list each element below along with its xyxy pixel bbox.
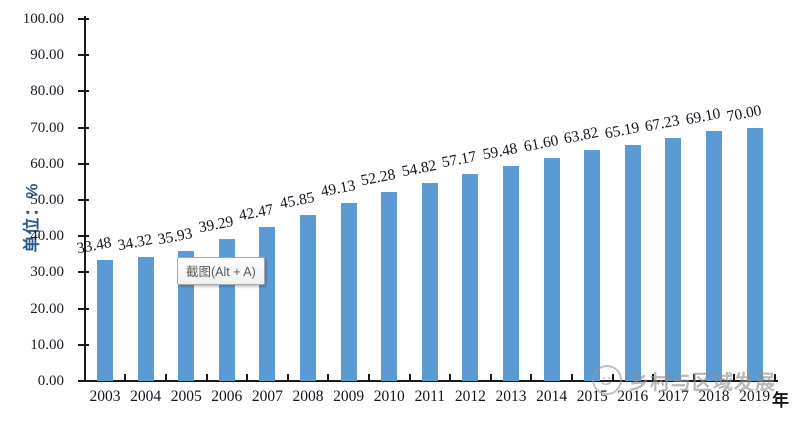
bar-2019 bbox=[746, 127, 763, 381]
bar-2014 bbox=[543, 158, 560, 381]
x-tick-label: 2019 bbox=[739, 388, 771, 405]
y-tick-mark bbox=[78, 18, 89, 20]
x-tick-label: 2018 bbox=[698, 388, 730, 405]
x-tick-mark bbox=[449, 374, 452, 381]
x-tick-label: 2007 bbox=[251, 388, 283, 405]
x-tick-label: 2009 bbox=[333, 388, 365, 405]
x-tick-mark bbox=[733, 374, 736, 381]
x-tick-label: 2016 bbox=[617, 388, 649, 405]
x-tick-mark bbox=[692, 374, 695, 381]
x-tick-label: 2008 bbox=[292, 388, 324, 405]
x-tick-mark bbox=[246, 374, 249, 381]
x-tick-label: 2017 bbox=[657, 388, 689, 405]
bar-2009 bbox=[340, 203, 357, 381]
y-tick-mark bbox=[78, 90, 89, 93]
x-tick-mark bbox=[83, 374, 86, 381]
x-tick-mark bbox=[611, 374, 614, 381]
x-axis-line bbox=[84, 380, 778, 382]
bar-2003 bbox=[97, 259, 113, 381]
y-tick-label: 100.00 bbox=[22, 11, 64, 27]
bar-2011 bbox=[421, 182, 438, 381]
bar-value-label: 59.48 bbox=[481, 139, 519, 164]
x-tick-label: 2015 bbox=[576, 388, 608, 405]
x-tick-mark bbox=[164, 374, 167, 381]
x-tick-mark bbox=[327, 374, 330, 381]
y-tick-mark bbox=[78, 162, 89, 165]
x-tick-label: 2005 bbox=[170, 388, 202, 405]
bar-value-label: 33.48 bbox=[75, 233, 113, 258]
x-tick-mark bbox=[124, 374, 127, 381]
y-tick-label: 20.00 bbox=[30, 300, 64, 317]
y-tick-label: 30.00 bbox=[30, 264, 64, 281]
x-tick-label: 2003 bbox=[89, 388, 121, 405]
x-tick-label: 2014 bbox=[536, 388, 568, 405]
x-tick-label: 2012 bbox=[454, 388, 486, 405]
y-tick-mark bbox=[78, 199, 89, 201]
y-tick-mark bbox=[78, 307, 89, 310]
bar-2016 bbox=[624, 145, 641, 381]
bar-value-label: 67.23 bbox=[643, 111, 682, 135]
bar-value-label: 45.85 bbox=[278, 189, 316, 213]
bar-value-label: 34.32 bbox=[116, 230, 154, 255]
y-tick-label: 50.00 bbox=[30, 192, 64, 208]
x-tick-mark bbox=[205, 374, 208, 381]
bar-2004 bbox=[137, 256, 154, 381]
x-tick-mark bbox=[408, 374, 411, 381]
bar-2018 bbox=[706, 130, 722, 381]
y-tick-label: 70.00 bbox=[30, 119, 64, 136]
bar-value-label: 52.28 bbox=[359, 165, 398, 190]
bar-value-label: 70.00 bbox=[725, 101, 763, 125]
bar-2013 bbox=[503, 165, 519, 381]
x-tick-mark bbox=[530, 374, 533, 381]
bar-2015 bbox=[584, 149, 601, 381]
x-tick-label: 2011 bbox=[414, 388, 446, 405]
x-tick-mark bbox=[652, 374, 655, 381]
y-tick-label: 60.00 bbox=[30, 155, 64, 172]
bar-value-label: 65.19 bbox=[603, 119, 641, 143]
y-tick-label: 90.00 bbox=[30, 47, 64, 64]
y-axis-title: 单位：% bbox=[22, 182, 42, 253]
x-tick-mark bbox=[773, 374, 776, 381]
bar-value-label: 42.47 bbox=[237, 201, 276, 225]
bar-value-label: 61.60 bbox=[522, 132, 560, 156]
y-tick-mark bbox=[78, 271, 89, 274]
bar-value-label: 69.10 bbox=[684, 104, 722, 129]
screenshot-hint-tooltip: 截图(Alt + A) bbox=[177, 257, 265, 285]
bar-value-label: 54.82 bbox=[400, 156, 438, 180]
bar-value-label: 63.82 bbox=[562, 123, 601, 148]
x-tick-mark bbox=[286, 374, 289, 381]
y-tick-mark bbox=[78, 126, 89, 129]
y-tick-label: 0.00 bbox=[37, 373, 64, 389]
bar-2017 bbox=[665, 137, 682, 381]
y-tick-mark bbox=[78, 54, 89, 57]
x-tick-mark bbox=[489, 374, 492, 381]
bar-value-label: 39.29 bbox=[197, 212, 235, 237]
bar-value-label: 35.93 bbox=[156, 224, 195, 249]
y-tick-label: 40.00 bbox=[30, 228, 64, 245]
x-tick-mark bbox=[367, 374, 370, 381]
y-tick-mark bbox=[78, 235, 89, 238]
y-tick-label: 10.00 bbox=[30, 336, 64, 353]
x-tick-label: 2004 bbox=[130, 388, 162, 405]
y-tick-label: 80.00 bbox=[30, 83, 64, 100]
x-tick-label: 2013 bbox=[495, 388, 527, 405]
x-tick-mark bbox=[570, 374, 573, 381]
x-tick-label: 2010 bbox=[373, 388, 405, 405]
bar-2007 bbox=[259, 227, 276, 381]
bar-value-label: 49.13 bbox=[319, 177, 357, 201]
y-tick-mark bbox=[78, 343, 89, 346]
x-tick-label: 2006 bbox=[211, 388, 243, 405]
x-axis-title: 年 bbox=[772, 391, 789, 410]
bar-value-label: 57.17 bbox=[440, 148, 479, 172]
bar-2010 bbox=[381, 191, 398, 381]
y-tick-mark bbox=[78, 380, 89, 382]
bar-2012 bbox=[462, 174, 479, 381]
bar-2008 bbox=[300, 215, 316, 381]
